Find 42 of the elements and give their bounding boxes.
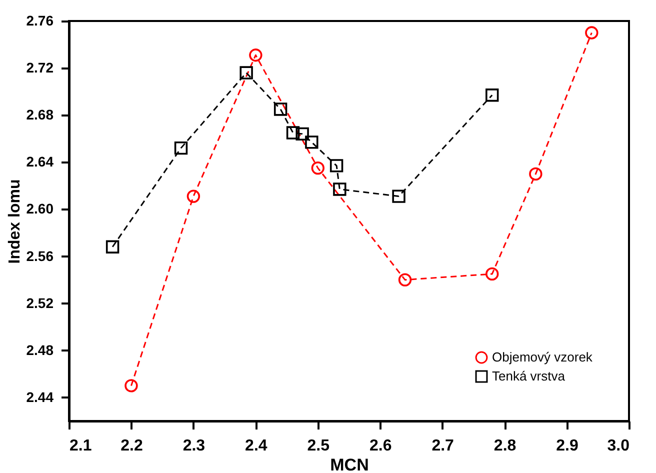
y-tick-label: 2.68 <box>26 106 54 123</box>
point <box>311 161 324 175</box>
legend-label: Objemový vzorek <box>492 350 593 364</box>
y-tick-label: 2.56 <box>26 248 54 264</box>
point <box>398 273 412 286</box>
point <box>186 190 200 203</box>
point <box>249 48 262 62</box>
x-tick-label: 2.1 <box>70 438 92 454</box>
point <box>392 190 406 203</box>
point <box>240 66 253 80</box>
y-tick-label: 2.76 <box>26 12 54 28</box>
x-tick-label: 2.3 <box>182 438 206 454</box>
point <box>333 182 346 196</box>
x-tick-label: 2.8 <box>494 438 516 454</box>
point <box>286 126 300 140</box>
point <box>529 167 542 181</box>
point <box>174 141 188 155</box>
x-tick-label: 2.2 <box>120 438 143 454</box>
point <box>124 379 138 392</box>
x-tick-label: 2.7 <box>432 438 454 454</box>
y-tick-label: 2.44 <box>26 388 54 405</box>
point <box>486 88 499 102</box>
y-axis-title: Index lomu <box>6 179 24 264</box>
y-tick-label: 2.48 <box>26 342 54 358</box>
y-tick-label: 2.64 <box>26 154 54 170</box>
point <box>274 102 288 116</box>
x-tick-label: 2.6 <box>369 438 392 454</box>
x-tick-label: 2.9 <box>556 438 578 454</box>
x-tick-label: 2.4 <box>245 438 268 454</box>
point <box>305 136 318 149</box>
x-axis-title: MCN <box>330 456 369 473</box>
x-tick-label: 3.0 <box>607 438 630 454</box>
y-tick-label: 2.72 <box>26 60 54 76</box>
point <box>106 240 120 254</box>
y-tick-label: 2.60 <box>26 200 54 217</box>
legend-label: Tenká vrstva <box>492 368 566 384</box>
x-tick-label: 2.5 <box>307 438 330 454</box>
point <box>585 26 598 40</box>
point <box>330 159 344 172</box>
y-tick-label: 2.52 <box>26 294 54 311</box>
point <box>486 267 499 281</box>
point <box>296 127 309 141</box>
